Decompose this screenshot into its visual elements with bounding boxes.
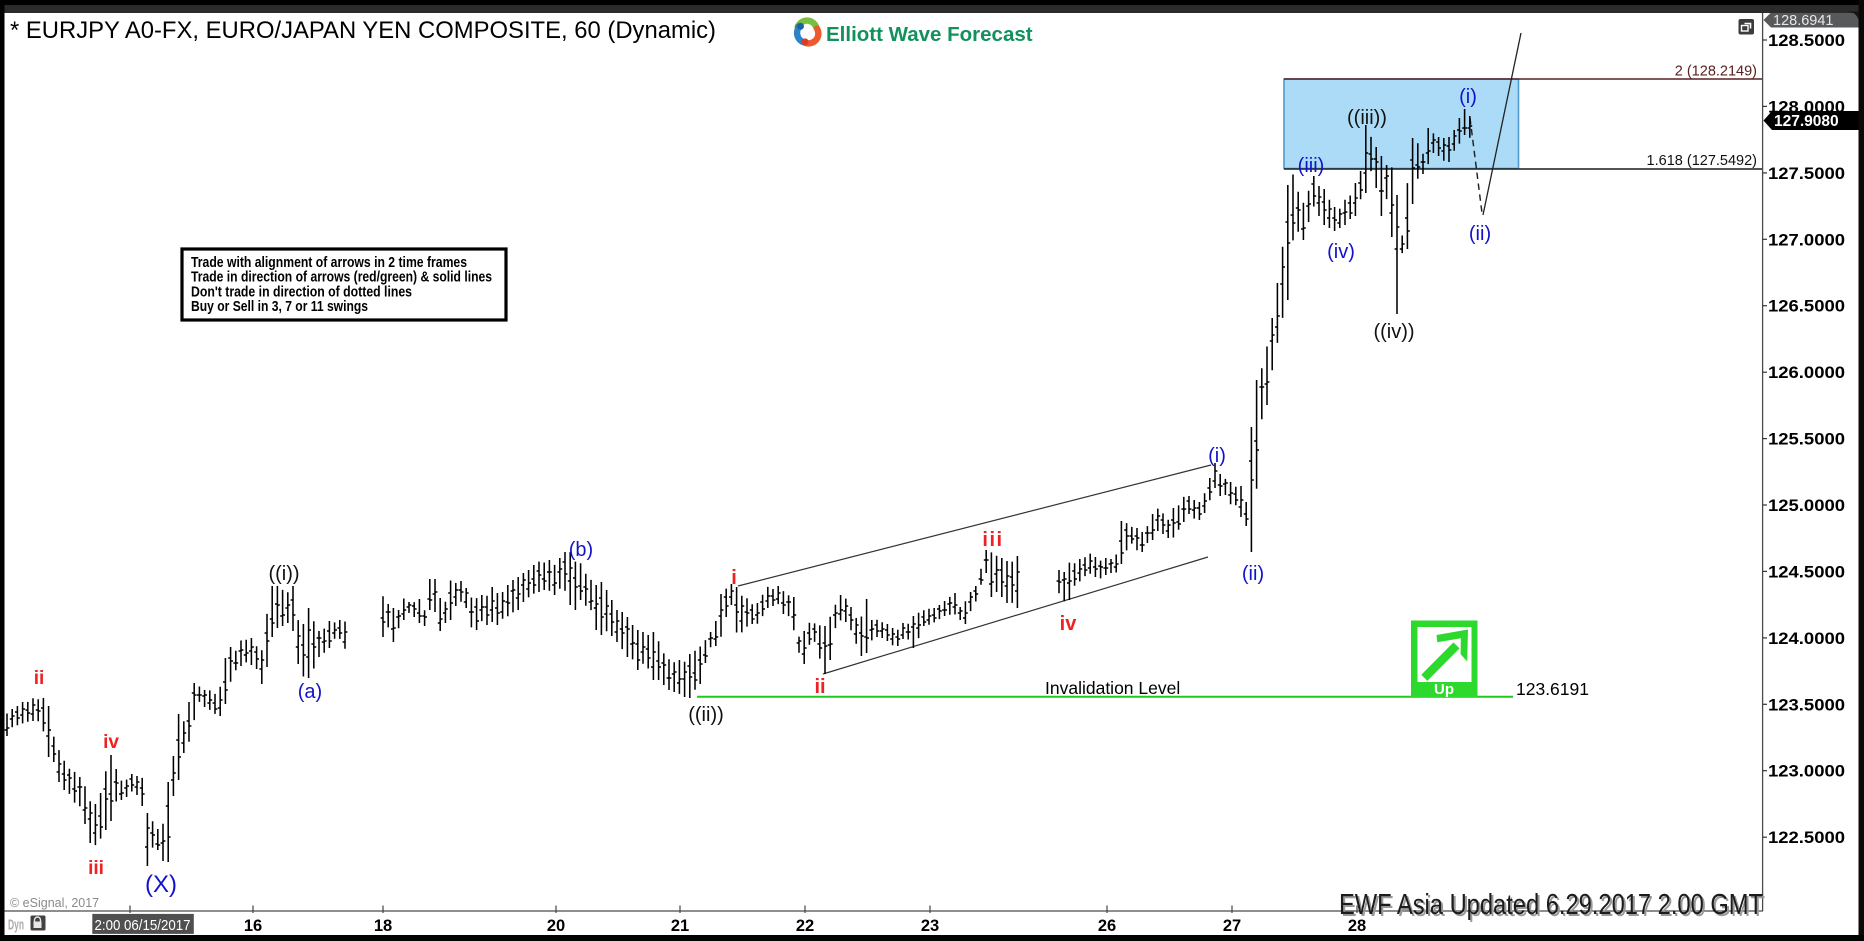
svg-text:128.6941: 128.6941 — [1773, 13, 1833, 29]
svg-text:Don't trade in direction of do: Don't trade in direction of dotted lines — [191, 283, 412, 300]
svg-text:(X): (X) — [145, 871, 177, 898]
svg-text:Elliott Wave Forecast: Elliott Wave Forecast — [826, 23, 1033, 46]
svg-text:26: 26 — [1098, 917, 1116, 935]
svg-text:((ii)): ((ii)) — [688, 704, 724, 726]
svg-text:(iii): (iii) — [1298, 155, 1325, 177]
svg-text:Buy or Sell in 3, 7 or 11 swin: Buy or Sell in 3, 7 or 11 swings — [191, 298, 368, 315]
svg-text:EWF Asia Updated 6.29.2017 2.0: EWF Asia Updated 6.29.2017 2.00 GMT — [1339, 889, 1763, 921]
svg-text:127.0000: 127.0000 — [1768, 230, 1845, 249]
svg-text:iii: iii — [982, 529, 1003, 551]
svg-text:(i): (i) — [1208, 445, 1226, 467]
svg-text:iii: iii — [88, 858, 104, 879]
svg-text:2:00 06/15/2017: 2:00 06/15/2017 — [95, 917, 191, 934]
svg-text:(i): (i) — [1459, 86, 1477, 108]
svg-text:126.0000: 126.0000 — [1768, 363, 1845, 382]
svg-text:(iv): (iv) — [1327, 241, 1355, 263]
svg-text:Up: Up — [1434, 681, 1454, 698]
svg-text:Invalidation Level: Invalidation Level — [1045, 678, 1180, 698]
svg-text:((iii)): ((iii)) — [1347, 107, 1387, 129]
svg-text:© eSignal, 2017: © eSignal, 2017 — [10, 896, 99, 910]
svg-text:ii: ii — [814, 676, 825, 698]
svg-text:123.0000: 123.0000 — [1768, 762, 1845, 781]
svg-text:iv: iv — [103, 732, 119, 753]
svg-text:124.5000: 124.5000 — [1768, 562, 1845, 581]
svg-text:127.5000: 127.5000 — [1768, 164, 1845, 183]
svg-text:22: 22 — [796, 917, 814, 935]
svg-text:Trade with alignment of arrows: Trade with alignment of arrows in 2 time… — [191, 254, 467, 271]
svg-text:Trade in direction of arrows (: Trade in direction of arrows (red/green)… — [191, 269, 492, 286]
svg-text:Dyn: Dyn — [8, 917, 24, 934]
svg-text:123.5000: 123.5000 — [1768, 695, 1845, 714]
svg-text:ii: ii — [34, 668, 45, 689]
svg-text:(ii): (ii) — [1469, 223, 1491, 245]
svg-text:EWF Asia Updated 6.29.2017 2.0: EWF Asia Updated 6.29.2017 2.00 GMT — [1341, 891, 1765, 923]
svg-text:i: i — [731, 567, 737, 589]
svg-text:21: 21 — [671, 917, 689, 935]
svg-text:((i)): ((i)) — [268, 563, 299, 585]
svg-text:27: 27 — [1223, 917, 1241, 935]
svg-text:128.5000: 128.5000 — [1768, 31, 1845, 50]
svg-text:123.6191: 123.6191 — [1516, 679, 1589, 699]
svg-text:((iv)): ((iv)) — [1373, 321, 1414, 343]
svg-text:126.5000: 126.5000 — [1768, 297, 1845, 316]
svg-text:125.0000: 125.0000 — [1768, 496, 1845, 515]
svg-text:125.5000: 125.5000 — [1768, 430, 1845, 449]
svg-text:* EURJPY A0-FX, EURO/JAPAN YEN: * EURJPY A0-FX, EURO/JAPAN YEN COMPOSITE… — [10, 17, 716, 44]
svg-text:23: 23 — [921, 917, 939, 935]
svg-text:16: 16 — [244, 917, 262, 935]
svg-text:122.5000: 122.5000 — [1768, 828, 1845, 847]
svg-text:127.9080: 127.9080 — [1774, 113, 1839, 130]
svg-text:(a): (a) — [298, 681, 322, 703]
svg-text:(b): (b) — [569, 539, 593, 561]
svg-text:124.0000: 124.0000 — [1768, 629, 1845, 648]
svg-text:iv: iv — [1060, 613, 1078, 635]
svg-text:18: 18 — [374, 917, 392, 935]
svg-text:20: 20 — [547, 917, 565, 935]
svg-text:28: 28 — [1348, 917, 1366, 935]
svg-text:1.618 (127.5492): 1.618 (127.5492) — [1647, 153, 1757, 169]
svg-text:2 (128.2149): 2 (128.2149) — [1675, 64, 1757, 80]
svg-text:(ii): (ii) — [1242, 563, 1264, 585]
